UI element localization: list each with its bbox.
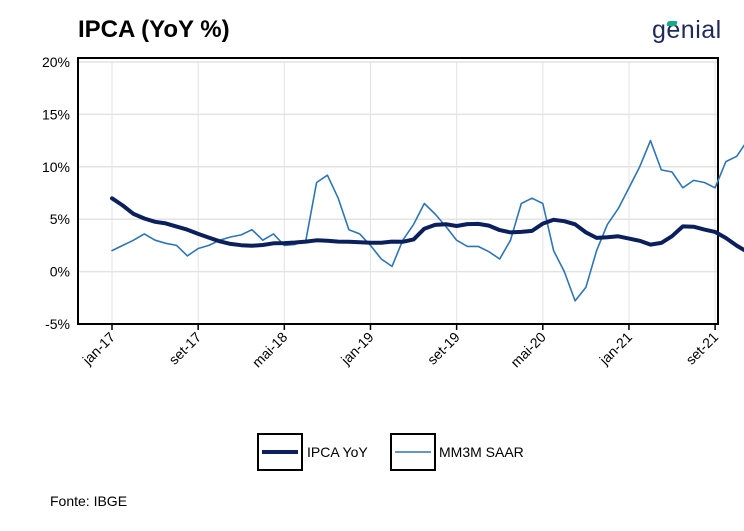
y-tick-label: 20% (42, 54, 70, 70)
series-line-ipca-yoy (110, 196, 744, 253)
x-tick-label: jan-19 (337, 329, 377, 369)
source-note: Fonte: IBGE (50, 493, 128, 509)
x-tick-label: mai-20 (507, 329, 549, 371)
x-tick-label: jan-17 (79, 329, 119, 369)
plot-frame (77, 57, 719, 325)
x-tick-label: set-17 (165, 329, 204, 368)
y-tick-label: 15% (42, 106, 70, 122)
legend-mm3m-saar-label: MM3M SAAR (439, 444, 524, 460)
y-tick-label: 10% (42, 159, 70, 175)
x-tick-label: jan-21 (596, 329, 636, 369)
x-tick-label: set-21 (682, 329, 721, 368)
y-tick-label: 0% (50, 264, 70, 280)
chart-title: IPCA (YoY %) (78, 16, 230, 43)
y-tick-label: -5% (45, 316, 70, 332)
x-tick-label: mai-18 (249, 329, 291, 371)
x-tick-label: set-19 (424, 329, 463, 368)
y-tick-label: 5% (50, 211, 70, 227)
legend-ipca-yoy-label: IPCA YoY (307, 444, 368, 460)
series-line-mm3m-saar (111, 139, 744, 302)
genial-logo: genial (652, 16, 722, 44)
